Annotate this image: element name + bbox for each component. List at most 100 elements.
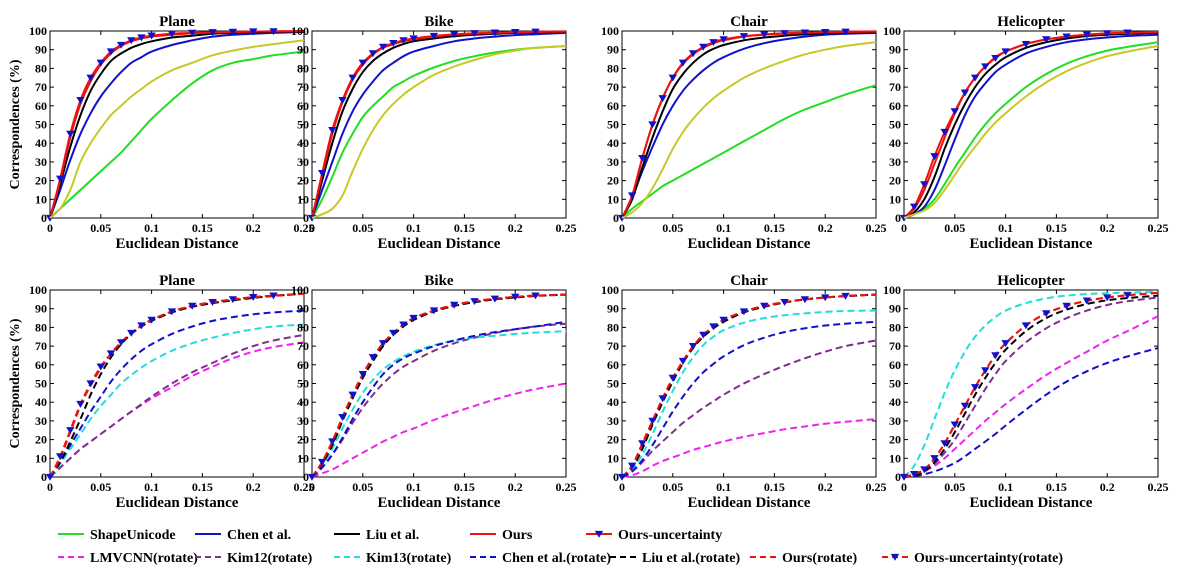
x-axis-label: Euclidean Distance xyxy=(970,236,1093,252)
series-point-marker xyxy=(909,203,919,211)
y-tick-label: 80 xyxy=(35,320,47,334)
series-line-lmvcnn-rotate xyxy=(311,382,567,478)
series-point-marker xyxy=(668,74,677,82)
plot-2-2-bike: 0 10 20 30 40 50 60 70 80 90 100 0 0.05 0.1 0.15 0.2 0.2… xyxy=(291,273,577,511)
series-line-ours xyxy=(49,30,305,219)
series-point-marker xyxy=(429,307,439,315)
series-point-marker xyxy=(739,33,749,41)
series-point-marker xyxy=(841,28,850,36)
series-point-marker xyxy=(638,440,647,448)
y-tick-label: 90 xyxy=(889,302,901,316)
series-point-marker xyxy=(409,314,418,322)
series-point-marker xyxy=(1062,33,1071,41)
series-line-chen-et-al-rotate xyxy=(903,347,1159,478)
series-point-marker xyxy=(96,363,105,371)
x-tick-label: 0.2 xyxy=(508,480,523,494)
series-line-chen-et-al-rotate xyxy=(49,309,305,478)
x-tick-label: 0.25 xyxy=(866,221,887,235)
y-tick-label: 100 xyxy=(29,24,47,38)
legend-item-ours-uncertainty: Ours-uncertainty xyxy=(586,528,722,543)
series-point-marker xyxy=(147,32,156,40)
y-tick-label: 70 xyxy=(889,339,901,353)
series-point-marker xyxy=(328,126,337,134)
series-point-marker xyxy=(389,329,398,337)
y-tick-label: 80 xyxy=(35,61,47,75)
series-point-marker xyxy=(167,308,177,316)
legend-row-1: ShapeUnicode Chen et al. Liu et al. Ours Our… xyxy=(58,528,722,543)
legend-label: Ours-uncertainty xyxy=(618,528,722,543)
series-point-marker xyxy=(800,296,810,304)
plot-frame xyxy=(311,30,567,219)
series-point-marker xyxy=(470,298,479,305)
y-tick-label: 50 xyxy=(297,377,309,391)
series-line-yellow-curve xyxy=(49,39,305,219)
series-point-marker xyxy=(531,28,540,36)
plot-2-3-chair: 0 10 20 30 40 50 60 70 80 90 100 0 0.05 0.1 0.15 0.2 0.2… xyxy=(601,273,887,511)
legend-row-2: LMVCNN(rotate) Kim12(rotate) Kim13(rotate)… xyxy=(58,551,1063,566)
y-tick-label: 30 xyxy=(35,414,47,428)
series-point-marker xyxy=(228,28,238,36)
series-line-shapeunicode xyxy=(49,50,305,219)
series-point-marker xyxy=(821,28,830,36)
y-tick-label: 100 xyxy=(883,24,901,38)
legend-item-kim12-rotate: Kim12(rotate) xyxy=(195,551,313,566)
x-tick-label: 0.05 xyxy=(944,221,965,235)
y-tick-label: 80 xyxy=(297,61,309,75)
series-line-liu-et-al xyxy=(621,31,877,219)
plot-2-4-helicopter: 0 10 20 30 40 50 60 70 80 90 100 0 0.05 0.1 0.15 0.2 0.2… xyxy=(883,273,1169,511)
series-line-liu-et-al xyxy=(903,31,1159,219)
y-tick-label: 20 xyxy=(297,433,309,447)
series-line-liu-et-al-rotate xyxy=(621,293,877,478)
x-tick-label: 0.05 xyxy=(352,221,373,235)
plot-title: Chair xyxy=(730,273,768,289)
legend-swatch-marker xyxy=(594,530,604,538)
y-tick-label: 60 xyxy=(297,358,309,372)
series-point-marker xyxy=(1103,30,1112,38)
x-tick-label: 0.05 xyxy=(90,480,111,494)
y-tick-label: 100 xyxy=(29,283,47,297)
y-tick-label: 100 xyxy=(291,283,309,297)
series-line-ours xyxy=(311,30,567,219)
y-tick-label: 30 xyxy=(35,155,47,169)
series-point-marker xyxy=(76,400,85,408)
series-point-marker xyxy=(317,169,327,177)
series-point-marker xyxy=(1123,29,1132,37)
y-tick-label: 70 xyxy=(35,80,47,94)
y-tick-label: 30 xyxy=(297,155,309,169)
y-tick-label: 50 xyxy=(607,118,619,132)
y-tick-label: 30 xyxy=(889,155,901,169)
series-point-marker xyxy=(930,455,939,463)
series-point-marker xyxy=(991,54,1000,62)
series-point-marker xyxy=(249,28,258,36)
series-point-marker xyxy=(66,130,75,138)
series-line-yellow-curve xyxy=(903,45,1159,219)
x-tick-label: 0.25 xyxy=(556,221,577,235)
series-line-shapeunicode xyxy=(311,45,567,219)
series-line-kim12-rotate xyxy=(903,296,1159,478)
x-tick-label: 0 xyxy=(47,480,53,494)
y-tick-label: 10 xyxy=(607,192,619,206)
series-point-marker xyxy=(147,316,156,324)
series-line-kim13-rotate xyxy=(311,330,567,478)
x-axis-label: Euclidean Distance xyxy=(688,236,811,252)
x-tick-label: 0.1 xyxy=(716,480,731,494)
series-line-lmvcnn-rotate xyxy=(49,341,305,478)
series-point-marker xyxy=(106,350,116,358)
series-point-marker xyxy=(719,316,728,324)
series-point-marker xyxy=(991,352,1000,360)
x-tick-label: 0.15 xyxy=(192,221,213,235)
x-axis-label: Euclidean Distance xyxy=(970,495,1093,511)
y-tick-label: 10 xyxy=(889,451,901,465)
series-point-marker xyxy=(188,29,197,37)
y-tick-label: 50 xyxy=(35,377,47,391)
x-tick-label: 0.2 xyxy=(1100,221,1115,235)
legend-label: Ours(rotate) xyxy=(782,551,857,566)
y-tick-label: 0 xyxy=(895,211,901,225)
x-tick-label: 0.25 xyxy=(556,480,577,494)
series-point-marker xyxy=(208,29,217,37)
y-tick-label: 20 xyxy=(35,433,47,447)
y-tick-label: 20 xyxy=(297,174,309,188)
series-point-marker xyxy=(617,473,627,481)
series-point-marker xyxy=(307,473,317,481)
series-line-kim12-rotate xyxy=(311,322,567,478)
